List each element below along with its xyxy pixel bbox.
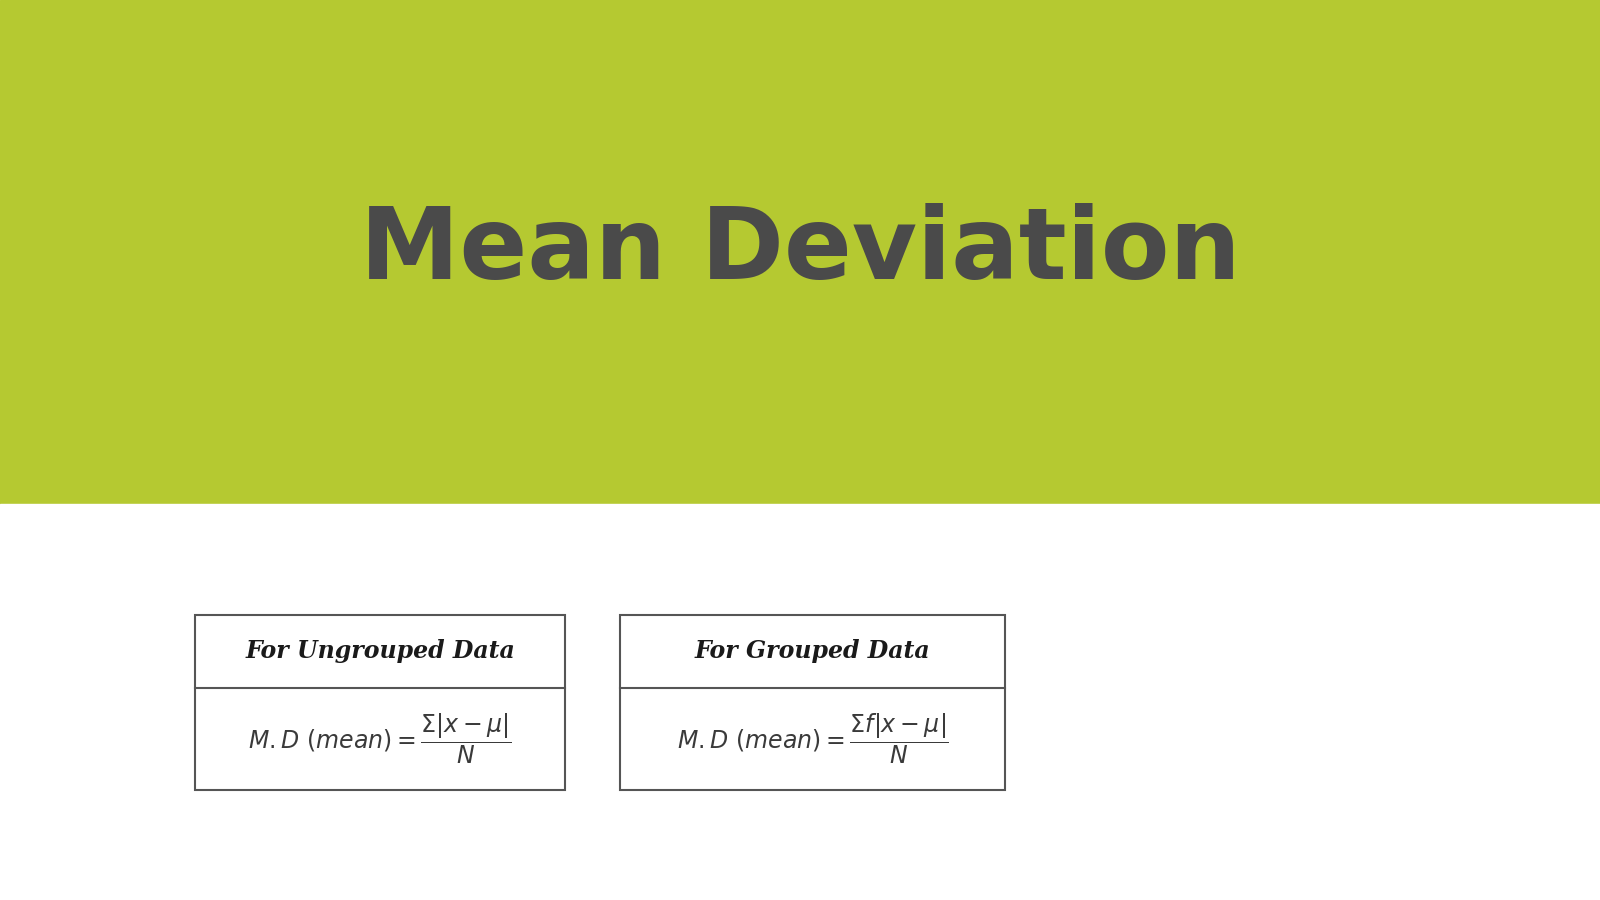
Bar <box>195 615 565 789</box>
Bar <box>0 504 1600 900</box>
Text: For Ungrouped Data: For Ungrouped Data <box>245 639 515 663</box>
Bar <box>621 615 1005 789</box>
Text: $M.D\ (mean) = \dfrac{\Sigma f|x - \mu|}{N}$: $M.D\ (mean) = \dfrac{\Sigma f|x - \mu|}… <box>677 712 949 766</box>
Bar <box>0 0 1600 504</box>
Text: For Grouped Data: For Grouped Data <box>694 639 930 663</box>
Text: $M.D\ (mean) = \dfrac{\Sigma|x - \mu|}{N}$: $M.D\ (mean) = \dfrac{\Sigma|x - \mu|}{N… <box>248 712 512 766</box>
Text: Mean Deviation: Mean Deviation <box>360 203 1240 301</box>
